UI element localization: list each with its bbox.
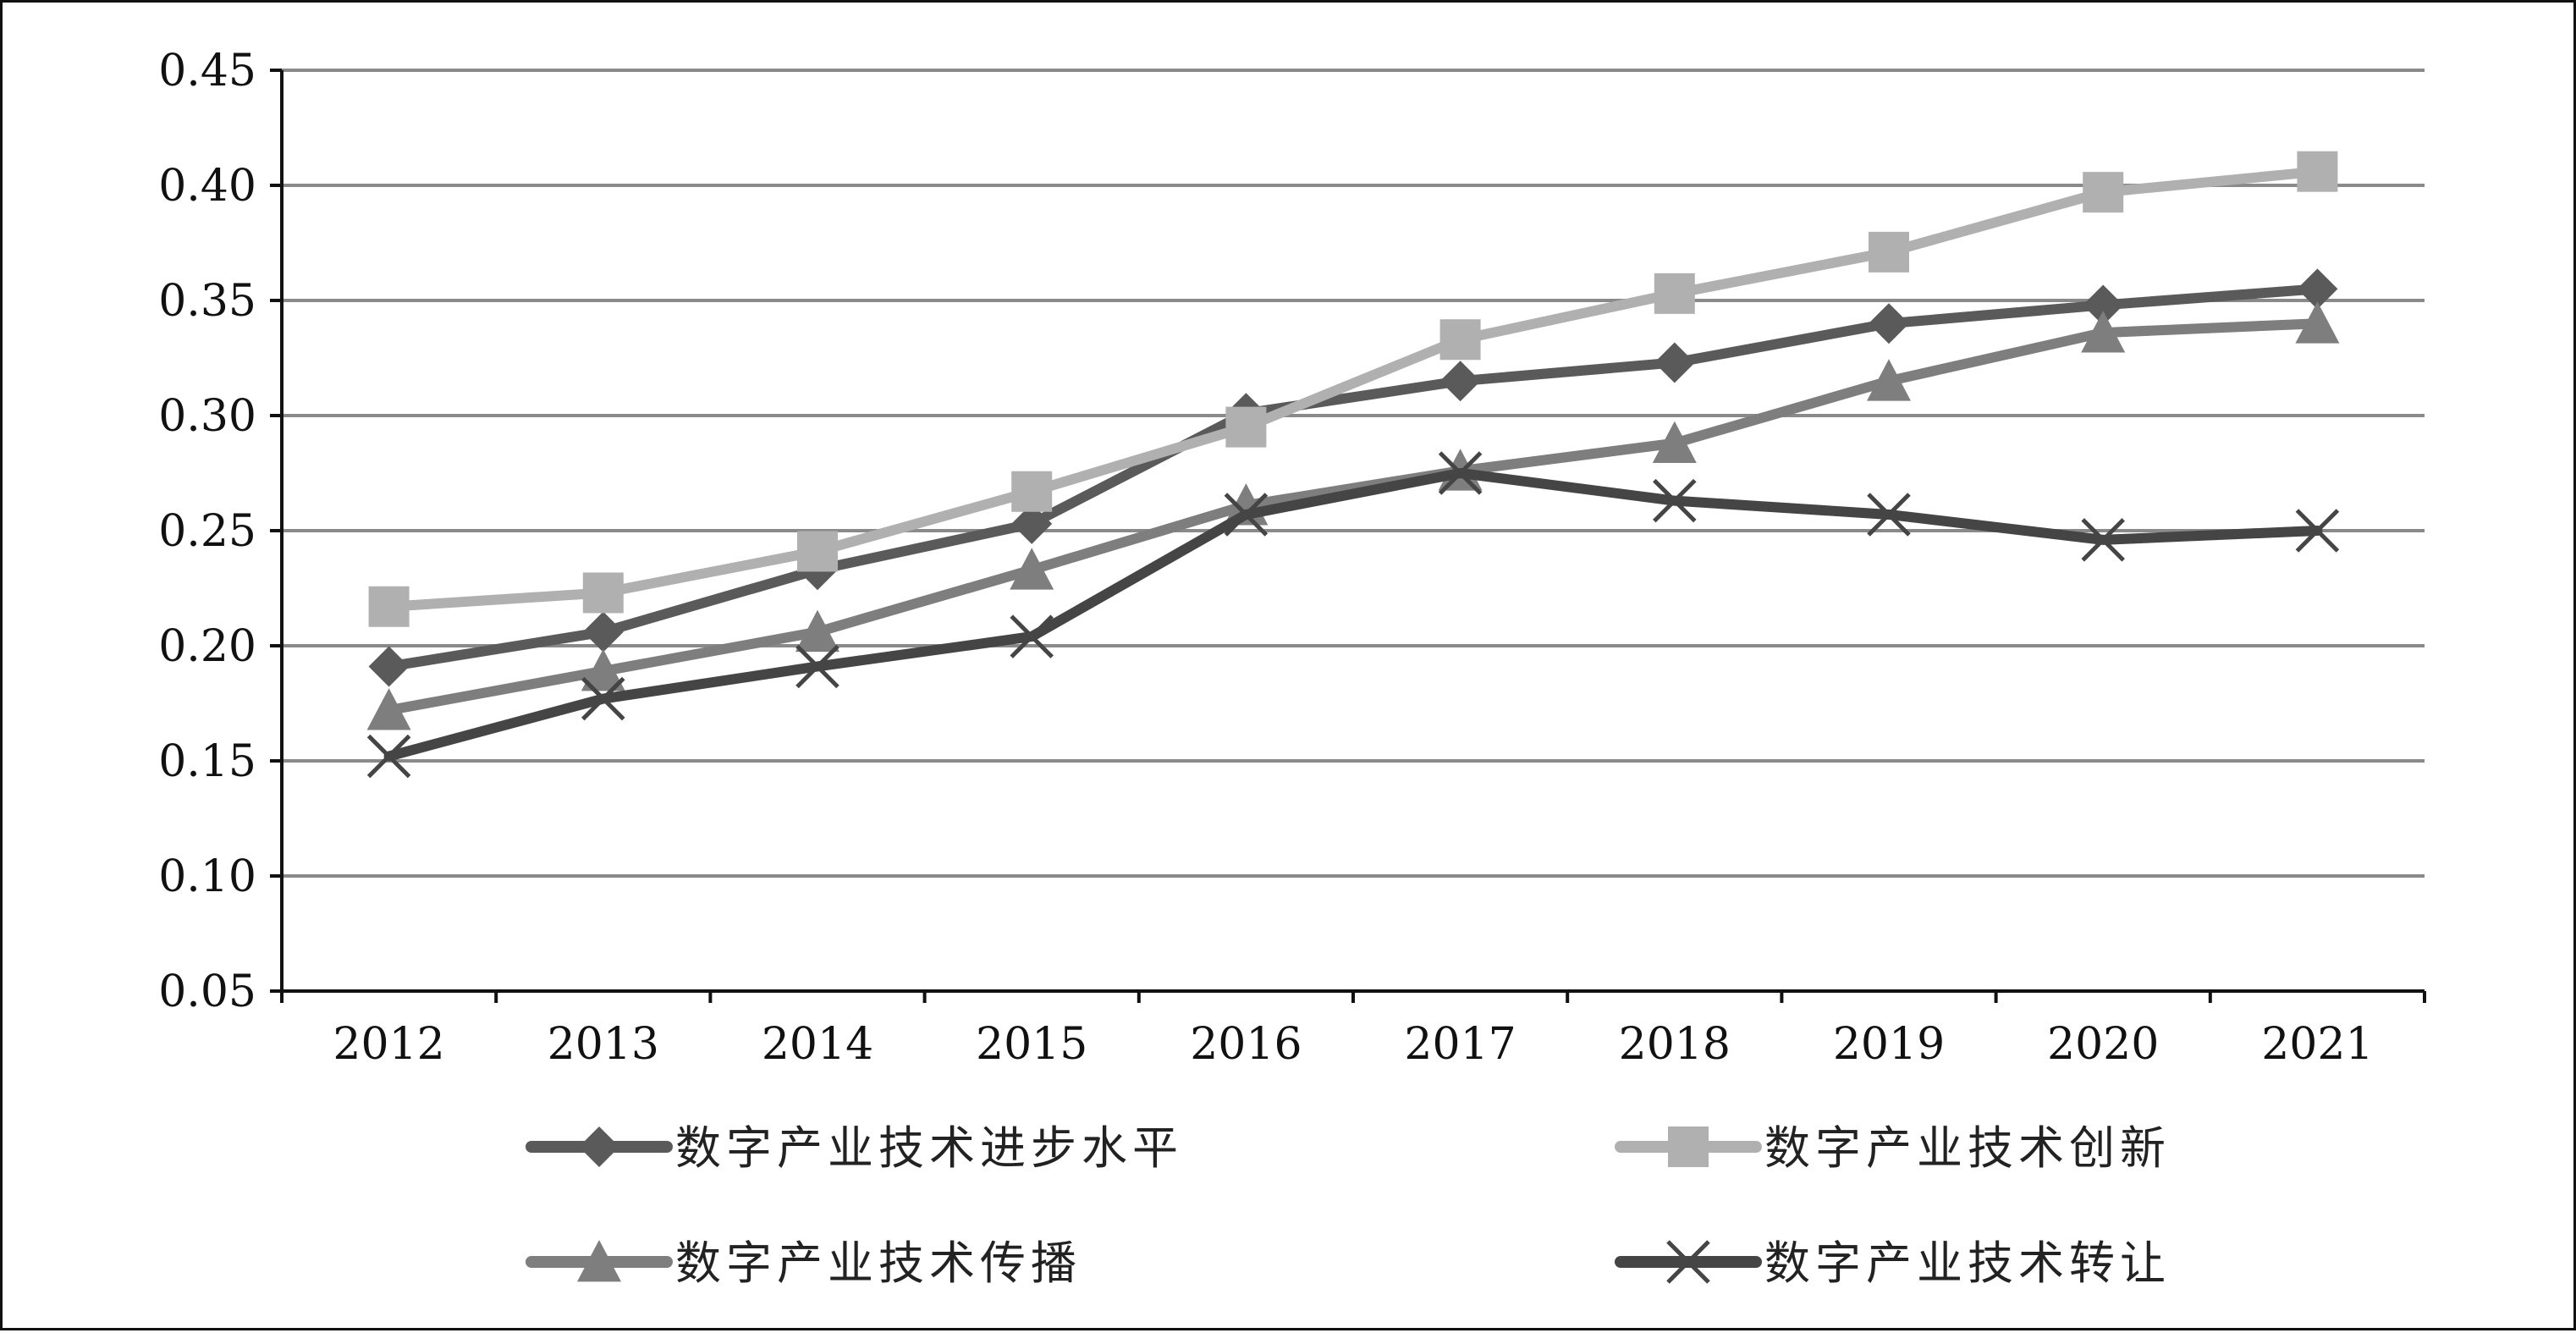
series-4-point xyxy=(1867,493,1911,537)
y-tick-label: 0.35 xyxy=(158,276,256,327)
series-3-point xyxy=(1652,421,1697,464)
series-4-point xyxy=(1653,478,1697,523)
series-line-3 xyxy=(383,318,2323,716)
legend-marker-1 xyxy=(579,1126,619,1167)
series-3-point xyxy=(581,648,625,691)
y-tick-label: 0.25 xyxy=(158,506,256,557)
x-tick-label: 2019 xyxy=(1833,1019,1945,1070)
y-tick-label: 0.40 xyxy=(158,161,256,212)
series-3-point xyxy=(2081,311,2126,353)
series-1-point xyxy=(368,646,410,687)
series-3-point xyxy=(1010,548,1054,590)
x-tick-label: 2014 xyxy=(762,1019,873,1070)
series-2-point xyxy=(1869,231,1909,273)
series-2-point xyxy=(2297,151,2338,192)
x-tick-label: 2016 xyxy=(1190,1019,1302,1070)
series-2-point xyxy=(1011,471,1053,512)
series-1-point xyxy=(2083,284,2124,326)
series-1-point xyxy=(582,611,624,653)
series-3-point xyxy=(2295,301,2340,344)
y-tick-label: 0.20 xyxy=(158,621,256,672)
series-4-point xyxy=(581,676,625,721)
legend-marker-3 xyxy=(577,1240,621,1282)
x-tick-label: 2013 xyxy=(548,1019,659,1070)
series-2-point xyxy=(368,586,410,627)
series-3-point xyxy=(1867,359,1911,401)
x-tick-label: 2020 xyxy=(2047,1019,2159,1070)
x-tick-label: 2021 xyxy=(2261,1019,2373,1070)
y-tick-label: 0.30 xyxy=(158,391,256,442)
series-4-point xyxy=(366,734,411,779)
legend-label-3: 数字产业技术传播 xyxy=(675,1237,1082,1290)
series-1-point xyxy=(2297,268,2338,310)
series-3-point xyxy=(366,688,411,730)
series-2-point xyxy=(797,531,838,572)
line-chart: 0.05 0.10 0.15 0.20 0.25 0.30 0.35 0.40 0.45 2012… xyxy=(158,46,2426,1290)
series-1-point xyxy=(1869,303,1909,344)
series-line-1 xyxy=(383,284,2323,672)
y-tick-label: 0.05 xyxy=(158,967,256,1017)
series-4-point xyxy=(1224,493,1269,537)
legend-marker-4 xyxy=(1666,1240,1710,1284)
series-line-2 xyxy=(383,166,2323,612)
x-tick-label: 2015 xyxy=(976,1019,1087,1070)
series-2-point xyxy=(1654,273,1695,314)
legend-marker-2 xyxy=(1668,1126,1709,1167)
series-2-point xyxy=(1439,319,1481,361)
series-4-point xyxy=(1438,451,1483,495)
series-1-point xyxy=(1654,342,1695,383)
y-tick-label: 0.10 xyxy=(158,851,256,902)
series-2-point xyxy=(1225,406,1267,448)
series-4-point xyxy=(795,644,839,689)
legend-label-2: 数字产业技术创新 xyxy=(1764,1121,2171,1175)
series-2-point xyxy=(582,572,624,614)
legend-label-4: 数字产业技术转让 xyxy=(1764,1237,2171,1290)
legend-label-1: 数字产业技术进步水平 xyxy=(675,1121,1183,1175)
y-tick-label: 0.15 xyxy=(158,736,256,787)
series-1-point xyxy=(1439,361,1481,402)
x-tick-label: 2018 xyxy=(1619,1019,1731,1070)
series-2-point xyxy=(2083,172,2124,213)
series-4-point xyxy=(2295,509,2340,553)
x-tick-label: 2017 xyxy=(1404,1019,1516,1070)
series-1-point xyxy=(1011,503,1053,544)
series-4-point xyxy=(1010,614,1054,658)
series-3-point xyxy=(795,609,839,653)
series-line-4 xyxy=(383,468,2323,762)
x-tick-label: 2012 xyxy=(333,1019,444,1070)
y-tick-label: 0.45 xyxy=(158,46,256,96)
series-4-point xyxy=(2081,518,2125,562)
